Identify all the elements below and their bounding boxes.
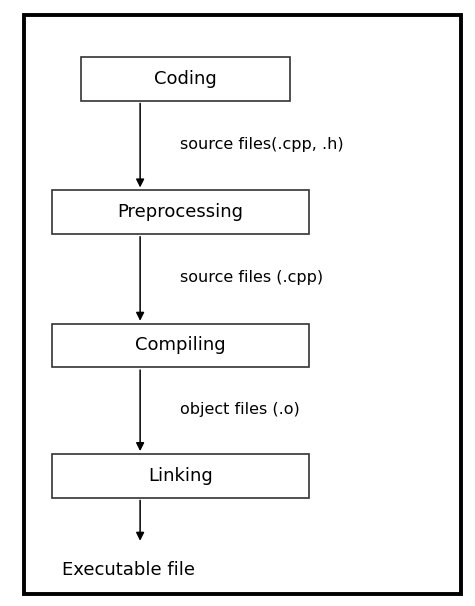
Text: object files (.o): object files (.o) <box>180 402 300 416</box>
Text: Compiling: Compiling <box>135 336 226 355</box>
Text: Executable file: Executable file <box>62 561 195 579</box>
Text: source files (.cpp): source files (.cpp) <box>180 270 323 285</box>
Text: Preprocessing: Preprocessing <box>117 203 244 221</box>
Bar <box>81 57 290 101</box>
Text: source files(.cpp, .h): source files(.cpp, .h) <box>180 137 344 152</box>
Text: Coding: Coding <box>154 70 217 88</box>
Text: Linking: Linking <box>148 467 213 485</box>
Bar <box>52 190 309 234</box>
Bar <box>52 324 309 367</box>
Bar <box>52 454 309 498</box>
